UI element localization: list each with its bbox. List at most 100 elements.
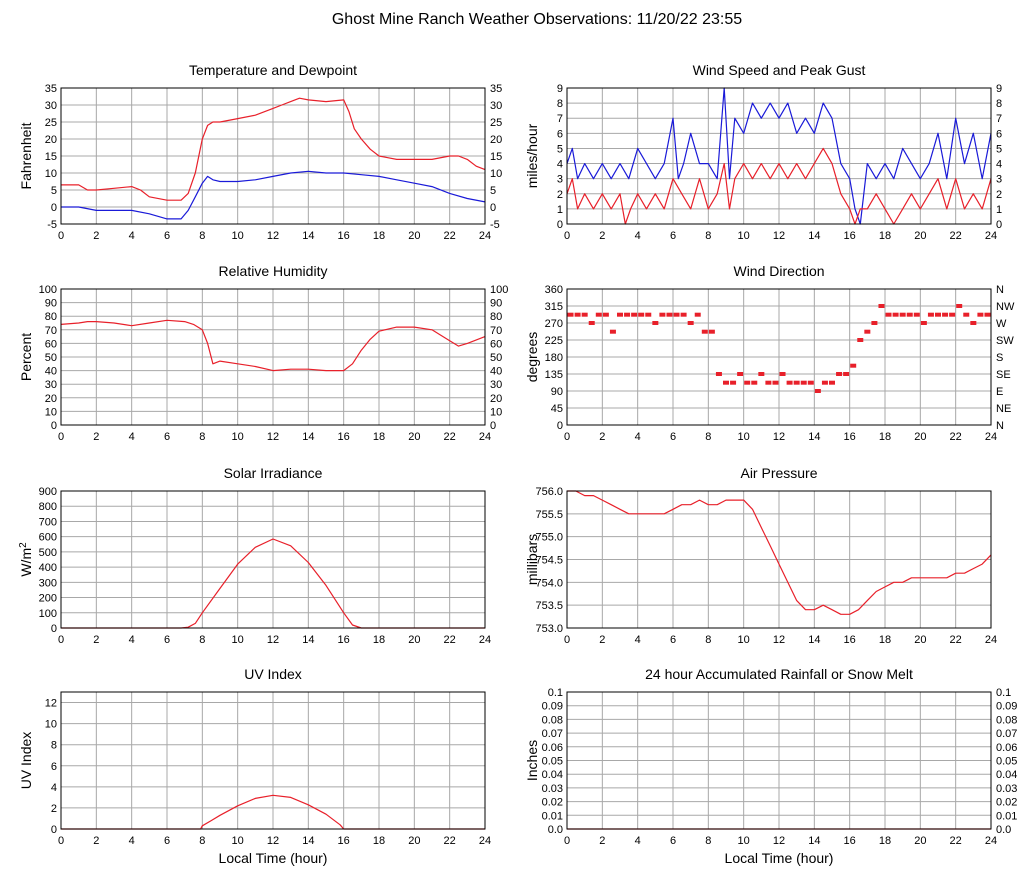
page-title: Ghost Mine Ranch Weather Observations: 1…: [332, 11, 742, 28]
x-tick-label: 2: [599, 634, 605, 646]
wdir-point: [588, 321, 595, 325]
wdir-point: [942, 312, 949, 317]
x-tick-label: 16: [844, 634, 856, 646]
x-tick-label: 20: [914, 835, 926, 847]
y-tick-label-right: 4: [996, 159, 1002, 171]
x-tick-label: 10: [738, 835, 750, 847]
wdir-point: [899, 312, 906, 317]
wdir-point: [977, 312, 984, 317]
y-tick-label: 0.02: [542, 797, 563, 809]
x-tick-label: 10: [738, 431, 750, 443]
y-tick-label: 753.5: [535, 600, 563, 612]
x-tick-label: 2: [599, 835, 605, 847]
x-tick-label: 4: [635, 835, 641, 847]
x-tick-label: 20: [914, 431, 926, 443]
x-tick-label: 16: [338, 431, 350, 443]
x-tick-label: 20: [408, 634, 420, 646]
wdir-point: [765, 380, 772, 385]
solar-panel: Solar Irradiance010020030040050060070080…: [18, 465, 492, 646]
wdir-point: [708, 329, 715, 334]
wind-y-axis-label: miles/hour: [524, 123, 540, 188]
x-tick-label: 24: [985, 230, 997, 242]
wind-series-line: [566, 147, 992, 225]
y-tick-label-right: SE: [996, 369, 1011, 381]
pressure-panel: Air Pressure 753.0 753.5 754.0 754.5 755.0 755…: [524, 465, 997, 646]
x-tick-label: 14: [302, 230, 314, 242]
y-tick-label-right: 1: [996, 204, 1002, 216]
x-tick-label: 10: [738, 634, 750, 646]
y-tick-label-right: 0.08: [996, 714, 1017, 726]
x-tick-label: 12: [267, 634, 279, 646]
y-tick-label: 300: [39, 577, 57, 589]
wdir-point: [850, 363, 857, 368]
wdir-point: [984, 312, 991, 317]
wdir-point: [694, 312, 701, 317]
rh-series-line: [60, 319, 486, 372]
y-tick-label: 8: [51, 740, 57, 752]
y-tick-label: 30: [45, 100, 57, 112]
x-tick-label: 20: [914, 634, 926, 646]
y-tick-label: 756.0: [535, 486, 563, 498]
x-tick-label: 24: [479, 634, 491, 646]
x-tick-label: 22: [444, 230, 456, 242]
y-tick-label: 0.1: [548, 687, 563, 699]
wdir-point: [680, 312, 687, 317]
y-tick-label-right: 30: [490, 100, 502, 112]
y-tick-label-right: 10: [490, 168, 502, 180]
y-tick-label: 2: [51, 803, 57, 815]
x-tick-label: 0: [564, 835, 570, 847]
y-tick-label-right: 0.04: [996, 769, 1017, 781]
y-tick-label-right: -5: [490, 219, 500, 231]
x-tick-label: 14: [808, 431, 820, 443]
x-tick-label: 6: [164, 634, 170, 646]
x-tick-label: 24: [479, 230, 491, 242]
y-tick-label: 400: [39, 562, 57, 574]
rain-panel: 24 hour Accumulated Rainfall or Snow Mel…: [524, 666, 1017, 866]
y-tick-label: 5: [51, 185, 57, 197]
wdir-point: [631, 312, 638, 317]
pressure-series-line: [567, 490, 992, 615]
x-tick-label: 14: [808, 835, 820, 847]
y-tick-label-right: 0.05: [996, 756, 1017, 768]
rh-plot-frame: [60, 288, 486, 426]
x-tick-label: 6: [670, 431, 676, 443]
x-tick-label: 20: [408, 230, 420, 242]
y-tick-label: 200: [39, 593, 57, 605]
x-tick-label: 2: [93, 230, 99, 242]
y-tick-label: 40: [45, 366, 57, 378]
y-tick-label-right: 50: [490, 352, 502, 364]
rh-y-axis-label: Percent: [18, 333, 34, 381]
x-tick-label: 16: [844, 230, 856, 242]
y-tick-label: 0.07: [542, 728, 563, 740]
x-tick-label: 10: [232, 230, 244, 242]
y-tick-label: 0.0: [548, 824, 563, 836]
wdir-point: [595, 312, 602, 317]
y-tick-label: 754.5: [535, 555, 563, 567]
y-tick-label: 6: [557, 128, 563, 140]
x-tick-label: 4: [635, 230, 641, 242]
x-tick-label: 6: [164, 230, 170, 242]
temp-series-line: [61, 170, 486, 220]
x-tick-label: 10: [232, 835, 244, 847]
uv-plot-frame: [60, 691, 486, 830]
y-tick-label: 0.01: [542, 810, 563, 822]
x-tick-label: 4: [635, 431, 641, 443]
x-tick-label: 6: [164, 835, 170, 847]
y-tick-label-right: 80: [490, 311, 502, 323]
y-tick-label: 0.09: [542, 701, 563, 713]
wdir-point: [906, 312, 913, 317]
y-tick-label-right: 0.06: [996, 742, 1017, 754]
y-tick-label-right: N: [996, 420, 1004, 432]
x-tick-label: 12: [773, 835, 785, 847]
wdir-point: [913, 312, 920, 317]
x-tick-label: 4: [129, 835, 135, 847]
y-tick-label: 0.04: [542, 769, 563, 781]
y-tick-label-right: 3: [996, 174, 1002, 186]
wdir-point: [843, 372, 850, 376]
x-tick-label: 8: [199, 230, 205, 242]
wdir-point: [758, 372, 765, 376]
y-tick-label: 8: [557, 98, 563, 110]
wdir-point: [744, 380, 751, 385]
y-tick-label-right: N: [996, 284, 1004, 296]
